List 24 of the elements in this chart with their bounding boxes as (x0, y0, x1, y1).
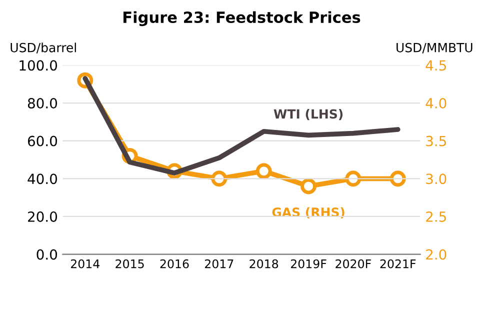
y2-tick-label: 4.5 (426, 60, 446, 71)
x-tick-label: 2019F (290, 259, 326, 268)
y-tick-label: 60.0 (28, 136, 58, 146)
x-tick-label: 2014 (70, 259, 100, 268)
x-tick-label: 2015 (116, 259, 144, 268)
x-tick-label: 2017 (205, 259, 234, 268)
y-tick-label: 0.0 (36, 249, 58, 260)
y2-axis-title: USD/MMBTU (396, 42, 472, 54)
y2-tick-label: 4.0 (426, 98, 446, 108)
x-tick-label: 2018 (250, 259, 278, 268)
chart-title: Figure 23: Feedstock Prices (124, 11, 360, 26)
y-tick-label: 80.0 (28, 98, 58, 108)
y2-tick-label: 2.5 (426, 211, 446, 222)
x-tick-label: 2016 (160, 259, 189, 268)
y2-tick-label: 2.0 (426, 249, 446, 260)
y2-tick-label: 3.0 (426, 174, 446, 184)
y-tick-label: 40.0 (28, 174, 58, 184)
x-tick-label: 2020F (336, 259, 371, 268)
y-tick-label: 20.0 (28, 211, 58, 222)
x-tick-label: 2021F (380, 259, 416, 268)
y2-tick-label: 3.5 (426, 136, 446, 146)
y-axis-title: USD/barrel (10, 42, 76, 54)
y-tick-label: 100.0 (20, 60, 58, 71)
series-label: WTI (LHS) (274, 109, 343, 120)
